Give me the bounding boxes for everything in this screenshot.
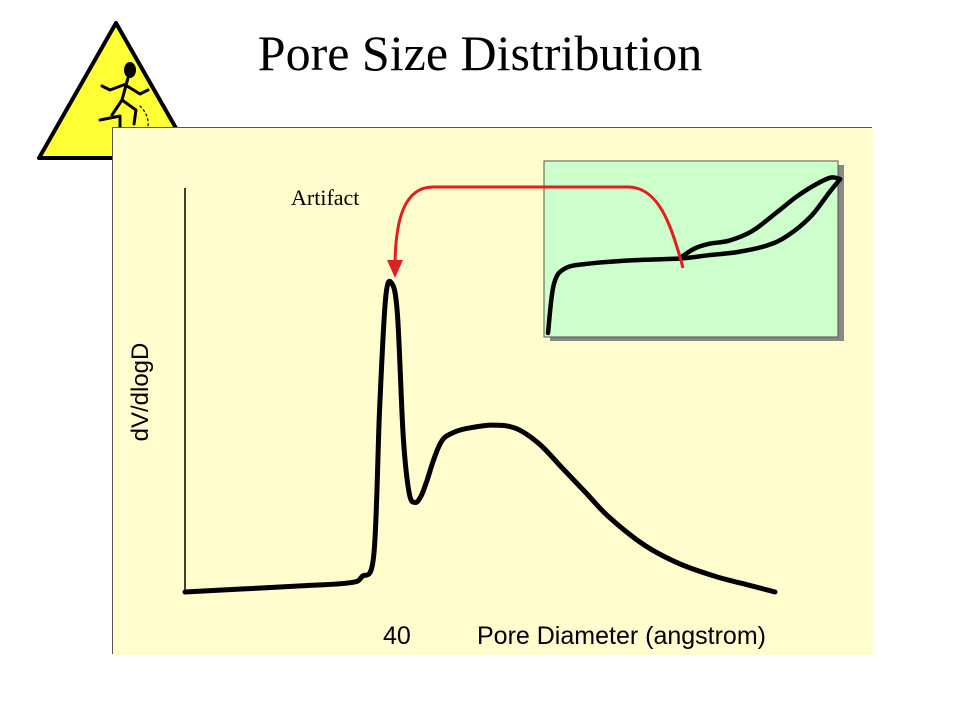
inset-desorption-branch [677, 175, 843, 261]
pore-distribution-curve [182, 278, 778, 595]
x-axis-label: Pore Diameter (angstrom) [477, 622, 766, 650]
inset-adsorption-branch [545, 176, 843, 336]
x-tick-label: 40 [383, 622, 411, 650]
artifact-annotation: Artifact [291, 185, 360, 210]
artifact-arrowhead [387, 260, 403, 278]
slide-title: Pore Size Distribution [257, 25, 703, 81]
y-axis-label: dV/dlogD [127, 342, 154, 442]
artifact-arrow [393, 185, 685, 269]
chart-area [113, 128, 873, 655]
chart-panel: dV/dlogD 40 Pore Diameter (angstrom) Art… [112, 127, 873, 655]
